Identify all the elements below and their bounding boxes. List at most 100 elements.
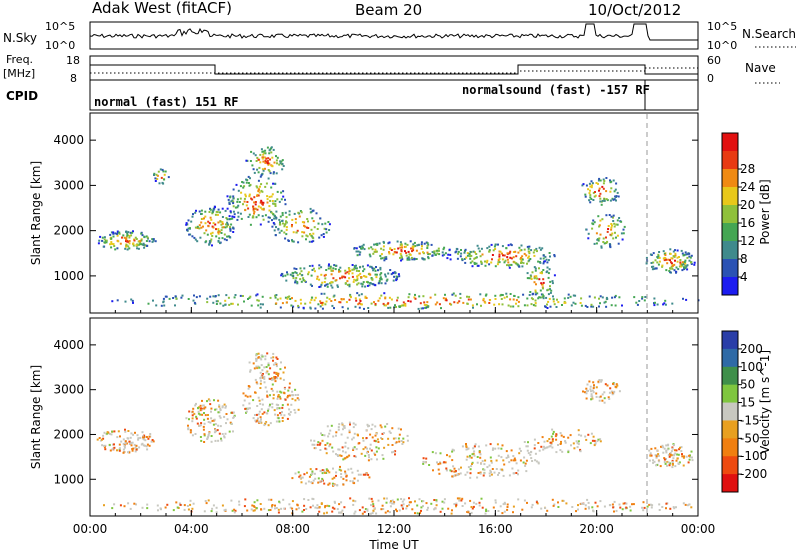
echo-pixel	[474, 257, 477, 259]
echo-pixel	[154, 177, 157, 180]
echo-pixel	[124, 442, 127, 444]
echo-pixel	[533, 444, 536, 447]
echo-pixel	[501, 468, 504, 471]
echo-pixel	[219, 416, 222, 419]
echo-pixel	[244, 193, 247, 196]
echo-pixel	[683, 455, 686, 458]
echo-pixel	[609, 199, 612, 202]
echo-pixel	[501, 444, 504, 447]
echo-pixel	[609, 179, 611, 182]
echo-pixel	[203, 433, 206, 436]
echo-pixel	[599, 302, 601, 305]
echo-pixel	[461, 497, 464, 500]
echo-pixel	[287, 389, 290, 392]
echo-pixel	[338, 301, 341, 304]
echo-pixel	[674, 249, 676, 252]
echo-pixel	[638, 300, 641, 302]
echo-pixel	[443, 501, 446, 504]
echo-pixel	[289, 298, 292, 300]
echo-pixel	[454, 471, 457, 474]
echo-pixel	[461, 258, 464, 261]
echo-pixel	[256, 419, 259, 422]
echo-pixel	[414, 293, 416, 296]
power-y-axis-label: Slant Range [km]	[29, 161, 43, 265]
echo-pixel	[444, 293, 446, 296]
echo-pixel	[435, 500, 438, 503]
echo-pixel	[368, 456, 370, 459]
echo-pixel	[657, 253, 660, 256]
echo-pixel	[226, 235, 229, 238]
echo-pixel	[528, 259, 531, 262]
echo-pixel	[407, 256, 410, 259]
echo-pixel	[296, 397, 299, 400]
echo-pixel	[256, 293, 259, 296]
echo-pixel	[684, 264, 687, 267]
echo-pixel	[534, 299, 537, 302]
echo-pixel	[204, 215, 207, 218]
echo-pixel	[136, 247, 139, 250]
echo-pixel	[632, 503, 635, 506]
echo-pixel	[498, 257, 501, 260]
echo-pixel	[275, 159, 278, 162]
echo-pixel	[103, 444, 106, 447]
echo-pixel	[453, 503, 456, 506]
echo-pixel	[434, 303, 437, 306]
echo-pixel	[531, 293, 534, 296]
echo-pixel	[375, 273, 378, 276]
echo-pixel	[672, 250, 675, 253]
echo-pixel	[654, 447, 657, 450]
colorbar-tick-label: 28	[740, 162, 755, 176]
echo-pixel	[198, 425, 201, 427]
echo-pixel	[641, 506, 644, 509]
echo-pixel	[657, 453, 660, 456]
echo-pixel	[141, 506, 144, 509]
echo-pixel	[290, 304, 293, 307]
echo-pixel	[226, 418, 229, 421]
echo-pixel	[306, 471, 308, 474]
echo-pixel	[593, 221, 596, 224]
echo-pixel	[336, 284, 339, 287]
echo-pixel	[365, 437, 368, 439]
echo-pixel	[451, 459, 454, 462]
echo-pixel	[372, 252, 375, 255]
echo-pixel	[662, 257, 665, 260]
echo-pixel	[119, 504, 122, 507]
echo-pixel	[281, 220, 284, 222]
echo-pixel	[620, 232, 623, 235]
echo-pixel	[646, 505, 649, 508]
echo-pixel	[311, 471, 314, 474]
echo-pixel	[158, 182, 161, 185]
echo-pixel	[478, 504, 481, 507]
echo-pixel	[279, 162, 282, 165]
echo-pixel	[257, 420, 260, 423]
beam-title: Beam 20	[355, 1, 422, 19]
echo-pixel	[400, 504, 403, 507]
echo-pixel	[545, 296, 548, 299]
echo-pixel	[266, 412, 268, 415]
echo-pixel	[587, 433, 590, 436]
echo-pixel	[295, 277, 298, 279]
echo-pixel	[381, 432, 384, 435]
echo-pixel	[530, 249, 533, 252]
echo-pixel	[364, 446, 367, 449]
echo-pixel	[663, 259, 666, 262]
echo-pixel	[405, 251, 408, 254]
echo-pixel	[662, 451, 665, 454]
echo-pixel	[503, 296, 506, 299]
echo-pixel	[561, 450, 564, 453]
echo-pixel	[523, 248, 526, 251]
echo-pixel	[286, 403, 289, 406]
echo-pixel	[591, 506, 594, 509]
echo-pixel	[248, 184, 251, 187]
echo-pixel	[224, 303, 227, 306]
freq-trace	[90, 64, 698, 75]
echo-pixel	[542, 278, 545, 281]
velocity-colorbar-label: Velocity [m s^-1]	[758, 350, 772, 454]
echo-pixel	[338, 468, 341, 471]
echo-pixel	[590, 180, 593, 183]
echo-pixel	[234, 206, 237, 209]
echo-pixel	[119, 242, 122, 245]
echo-pixel	[250, 508, 253, 511]
echo-pixel	[382, 508, 385, 510]
echo-pixel	[407, 300, 410, 302]
